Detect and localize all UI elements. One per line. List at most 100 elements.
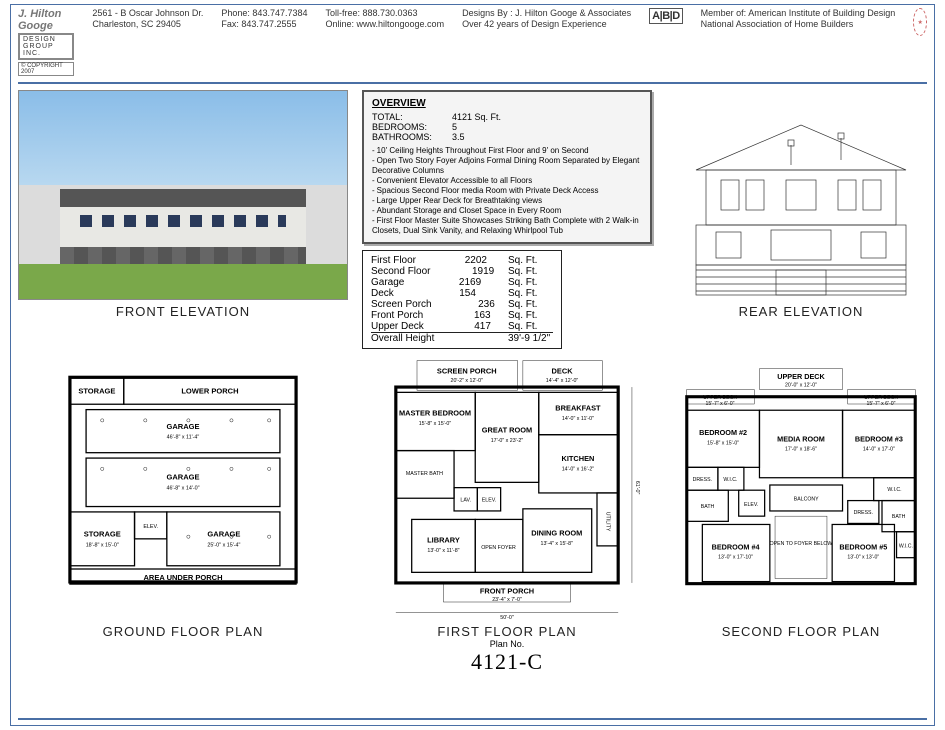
svg-text:BEDROOM #2: BEDROOM #2	[699, 428, 747, 437]
phone: Phone: 843.747.7384	[221, 8, 307, 18]
page: J. Hilton Googe DESIGN GROUP INC. © COPY…	[0, 0, 945, 730]
designs: Designs By : J. Hilton Googe & Associate…	[462, 8, 631, 18]
svg-text:W.I.C.: W.I.C.	[723, 477, 737, 483]
svg-text:KITCHEN: KITCHEN	[561, 454, 594, 463]
area-row: Upper Deck417Sq. Ft.	[371, 321, 553, 332]
svg-text:15'-7" x 6'-0": 15'-7" x 6'-0"	[705, 401, 734, 407]
svg-text:BREAKFAST: BREAKFAST	[555, 403, 601, 412]
online: Online: www.hiltongooge.com	[326, 19, 445, 29]
ground-label: GROUND FLOOR PLAN	[103, 624, 264, 639]
svg-text:BEDROOM #3: BEDROOM #3	[855, 434, 903, 443]
svg-text:MASTER BATH: MASTER BATH	[406, 471, 443, 477]
svg-text:20'-2" x 12'-0": 20'-2" x 12'-0"	[451, 378, 484, 384]
svg-text:STORAGE: STORAGE	[84, 530, 121, 539]
front-elevation-panel: FRONT ELEVATION	[18, 90, 348, 340]
svg-text:13'-0" x 11'-8": 13'-0" x 11'-8"	[427, 548, 459, 554]
svg-text:GREAT ROOM: GREAT ROOM	[482, 426, 532, 435]
svg-text:UTILITY: UTILITY	[605, 512, 611, 532]
logo-block: J. Hilton Googe DESIGN GROUP INC. © COPY…	[18, 8, 74, 76]
ov-total-v: 4121 Sq. Ft.	[452, 112, 501, 122]
svg-text:UPPER DECK: UPPER DECK	[777, 372, 825, 381]
area-row: Second Floor1919Sq. Ft.	[371, 266, 553, 277]
photo-house-row	[19, 185, 347, 264]
svg-text:GARAGE: GARAGE	[167, 473, 200, 482]
svg-text:17'-0" x 23'-2": 17'-0" x 23'-2"	[491, 438, 524, 444]
overview-title: OVERVIEW	[372, 98, 642, 109]
overview-feature: Open Two Story Foyer Adjoins Formal Dini…	[372, 156, 642, 176]
second-label: SECOND FLOOR PLAN	[722, 624, 881, 639]
svg-text:LAV.: LAV.	[460, 497, 471, 503]
svg-text:13'-4" x 15'-8": 13'-4" x 15'-8"	[541, 541, 574, 547]
svg-text:BEDROOM #4: BEDROOM #4	[712, 542, 760, 551]
member2: National Association of Home Builders	[701, 19, 896, 29]
svg-text:GARAGE: GARAGE	[167, 422, 200, 431]
ov-beds-v: 5	[452, 122, 457, 132]
company-sub: DESIGN GROUP INC.	[18, 33, 74, 60]
plan-no: 4121-C	[471, 649, 543, 674]
experience: Over 42 years of Design Experience	[462, 19, 631, 29]
header-designs: Designs By : J. Hilton Googe & Associate…	[462, 8, 631, 29]
svg-text:LOWER PORCH: LOWER PORCH	[181, 386, 238, 395]
tollfree: Toll-free: 888.730.0363	[326, 8, 445, 18]
svg-text:ELEV.: ELEV.	[744, 502, 758, 508]
photo-grass	[19, 264, 347, 299]
rear-elevation-panel: REAR ELEVATION	[666, 90, 936, 340]
overview-feature: Abundant Storage and Closet Space in Eve…	[372, 206, 642, 216]
copyright: © COPYRIGHT 2007	[18, 62, 74, 76]
photo-sky	[19, 91, 347, 185]
overview-feature: Convenient Elevator Accessible to all Fl…	[372, 176, 642, 186]
area-row: Screen Porch236Sq. Ft.	[371, 299, 553, 310]
member1: Member of: American Institute of Buildin…	[701, 8, 896, 18]
header-toll: Toll-free: 888.730.0363 Online: www.hilt…	[326, 8, 445, 29]
svg-text:50'-0": 50'-0"	[500, 615, 514, 620]
svg-text:SCREEN PORCH: SCREEN PORCH	[437, 366, 497, 375]
area-row: Garage2169Sq. Ft.	[371, 277, 553, 288]
svg-text:W.I.C.: W.I.C.	[887, 487, 901, 493]
svg-text:BATH: BATH	[892, 514, 906, 520]
svg-text:15'-7" x 6'-0": 15'-7" x 6'-0"	[866, 401, 895, 407]
svg-text:DECK: DECK	[552, 366, 574, 375]
svg-text:STORAGE: STORAGE	[78, 386, 115, 395]
ground-plan-panel: STORAGE LOWER PORCH GARAGE 46'-8" x 11'-…	[18, 350, 348, 660]
ov-baths-v: 3.5	[452, 132, 465, 142]
svg-text:BATH: BATH	[701, 504, 715, 510]
svg-text:AREA UNDER PORCH: AREA UNDER PORCH	[143, 573, 222, 582]
svg-text:DRESS.: DRESS.	[854, 510, 873, 516]
first-label: FIRST FLOOR PLAN	[437, 624, 576, 639]
front-label: FRONT ELEVATION	[116, 304, 250, 319]
area-row: First Floor2202Sq. Ft.	[371, 255, 553, 266]
areas-table: First Floor2202Sq. Ft.Second Floor1919Sq…	[362, 250, 562, 349]
fax: Fax: 843.747.2555	[221, 19, 307, 29]
overview-feature: Large Upper Rear Deck for Breathtaking v…	[372, 196, 642, 206]
svg-text:BEDROOM #5: BEDROOM #5	[839, 542, 887, 551]
photo-house	[60, 189, 306, 264]
overview-column: OVERVIEW TOTAL:4121 Sq. Ft. BEDROOMS:5 B…	[362, 90, 652, 340]
area-row: Deck154Sq. Ft.	[371, 288, 553, 299]
overview-feature: First Floor Master Suite Showcases Strik…	[372, 216, 642, 236]
svg-text:14'-0" x 11'-0": 14'-0" x 11'-0"	[562, 416, 594, 422]
header: J. Hilton Googe DESIGN GROUP INC. © COPY…	[18, 8, 927, 80]
second-plan-panel: UPPER DECK 20'-0" x 12'-0" UPPER DECK 15…	[666, 350, 936, 660]
overview-feature: 10' Ceiling Heights Throughout First Flo…	[372, 146, 642, 156]
abd-logo: A|B|D	[649, 8, 683, 24]
main-grid: FRONT ELEVATION OVERVIEW TOTAL:4121 Sq. …	[18, 90, 927, 660]
svg-text:UPPER DECK: UPPER DECK	[864, 395, 898, 401]
svg-text:OPEN TO FOYER BELOW: OPEN TO FOYER BELOW	[770, 541, 833, 547]
svg-text:13'-0" x 17'-10": 13'-0" x 17'-10"	[718, 555, 753, 561]
svg-text:14'-4" x 12'-0": 14'-4" x 12'-0"	[546, 378, 579, 384]
header-phone: Phone: 843.747.7384 Fax: 843.747.2555	[221, 8, 307, 29]
plan-number-block: Plan No. 4121-C	[471, 639, 543, 675]
svg-text:DINING ROOM: DINING ROOM	[531, 528, 582, 537]
first-plan-panel: SCREEN PORCH 20'-2" x 12'-0" DECK 14'-4"…	[362, 350, 652, 660]
header-address: 2561 - B Oscar Johnson Dr. Charleston, S…	[92, 8, 203, 29]
svg-text:15'-8" x 15'-0": 15'-8" x 15'-0"	[707, 441, 739, 447]
svg-text:14'-0" x 17'-0": 14'-0" x 17'-0"	[863, 447, 895, 453]
svg-text:UPPER DECK: UPPER DECK	[703, 395, 737, 401]
overview-box: OVERVIEW TOTAL:4121 Sq. Ft. BEDROOMS:5 B…	[362, 90, 652, 244]
svg-text:ELEV.: ELEV.	[143, 524, 158, 530]
ov-total-k: TOTAL:	[372, 112, 452, 122]
header-member: Member of: American Institute of Buildin…	[701, 8, 896, 29]
addr1: 2561 - B Oscar Johnson Dr.	[92, 8, 203, 18]
area-row: Front Porch163Sq. Ft.	[371, 310, 553, 321]
rear-drawing	[666, 90, 936, 300]
